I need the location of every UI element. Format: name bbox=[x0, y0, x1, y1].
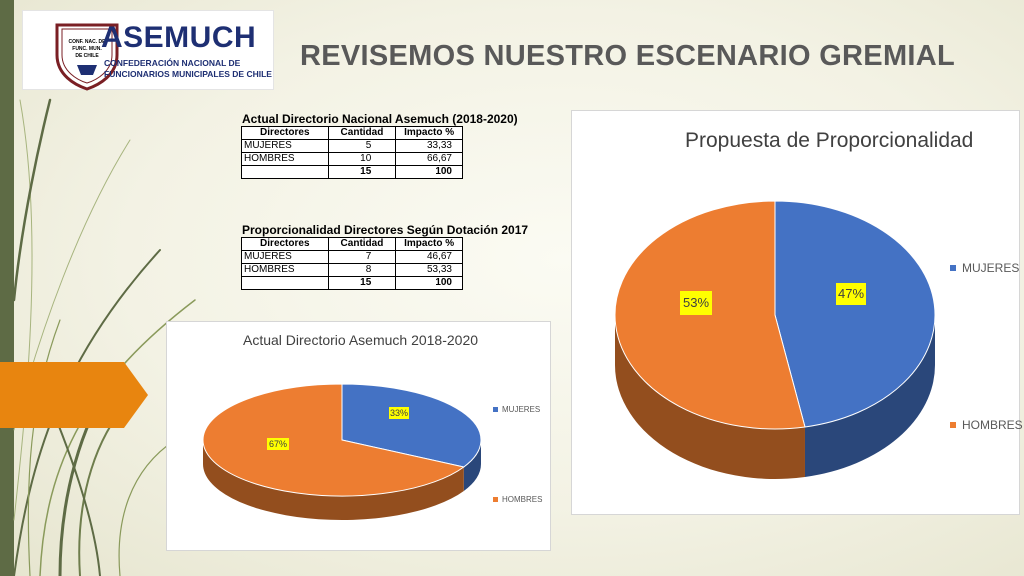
page-title: REVISEMOS NUESTRO ESCENARIO GREMIAL bbox=[300, 40, 956, 72]
table-header: Directores bbox=[241, 237, 329, 251]
data-label-mujeres: 33% bbox=[389, 407, 409, 419]
legend-item-hombres: HOMBRES bbox=[950, 418, 1023, 432]
svg-text:FUNC. MUN.: FUNC. MUN. bbox=[72, 46, 102, 52]
legend-item-mujeres: MUJERES bbox=[493, 405, 540, 414]
data-label-hombres: 67% bbox=[267, 438, 289, 450]
pie-chart-propuesta bbox=[614, 200, 936, 479]
table-header: Impacto % bbox=[395, 126, 463, 140]
chart-title: Actual Directorio Asemuch 2018-2020 bbox=[243, 332, 479, 348]
table-current-directorio: Directores Cantidad Impacto % MUJERES 5 … bbox=[241, 126, 463, 179]
legend-item-mujeres: MUJERES bbox=[950, 261, 1019, 275]
pie-side-hombres bbox=[615, 315, 805, 479]
pie-slice-mujeres bbox=[774, 200, 936, 428]
chart-actual-directorio: Actual Directorio Asemuch 2018-2020 33% … bbox=[166, 321, 551, 551]
pie-side-mujeres bbox=[804, 315, 935, 477]
table-header: Impacto % bbox=[395, 237, 463, 251]
svg-text:DE CHILE: DE CHILE bbox=[75, 53, 99, 59]
legend-swatch bbox=[493, 497, 498, 502]
left-accent-bar bbox=[0, 0, 14, 576]
legend-item-hombres: HOMBRES bbox=[493, 495, 542, 504]
table-row: MUJERES 5 33,33 bbox=[241, 139, 463, 153]
logo-subtitle: CONFEDERACIÓN NACIONAL DE FUNCIONARIOS M… bbox=[104, 58, 272, 79]
table-row: HOMBRES 8 53,33 bbox=[241, 263, 463, 277]
data-label-mujeres: 47% bbox=[836, 283, 866, 305]
asemuch-logo: CONF. NAC. DE FUNC. MUN. DE CHILE ASEMUC… bbox=[22, 10, 274, 91]
pie-slice-mujeres bbox=[341, 383, 482, 468]
logo-title: ASEMUCH bbox=[101, 21, 257, 54]
data-label-hombres: 53% bbox=[680, 291, 712, 315]
table-total-row: 15 100 bbox=[241, 276, 463, 290]
orange-arrow-tab bbox=[0, 362, 148, 428]
table-row: HOMBRES 10 66,67 bbox=[241, 152, 463, 166]
pie-side-hombres bbox=[203, 440, 464, 520]
table-caption-proporcionalidad: Proporcionalidad Directores Según Dotaci… bbox=[242, 223, 529, 237]
table-total-row: 15 100 bbox=[241, 165, 463, 179]
pie-side-mujeres bbox=[463, 440, 481, 491]
svg-text:CONF. NAC. DE: CONF. NAC. DE bbox=[69, 39, 107, 45]
pie-chart-actual bbox=[202, 383, 482, 520]
table-header: Cantidad bbox=[327, 237, 397, 251]
table-header: Directores bbox=[241, 126, 329, 140]
legend-swatch bbox=[950, 422, 956, 428]
chart-title: Propuesta de Proporcionalidad bbox=[685, 129, 974, 152]
chart-propuesta: Propuesta de Proporcionalidad 47% 53% MU… bbox=[571, 110, 1023, 515]
pie-slice-hombres bbox=[202, 383, 465, 497]
table-proporcionalidad: Directores Cantidad Impacto % MUJERES 7 … bbox=[241, 237, 463, 290]
table-header: Cantidad bbox=[327, 126, 397, 140]
legend-swatch bbox=[950, 265, 956, 271]
shield-emblem-icon: CONF. NAC. DE FUNC. MUN. DE CHILE bbox=[55, 23, 119, 91]
table-row: MUJERES 7 46,67 bbox=[241, 250, 463, 264]
legend-swatch bbox=[493, 407, 498, 412]
table-caption-current: Actual Directorio Nacional Asemuch (2018… bbox=[242, 112, 518, 126]
